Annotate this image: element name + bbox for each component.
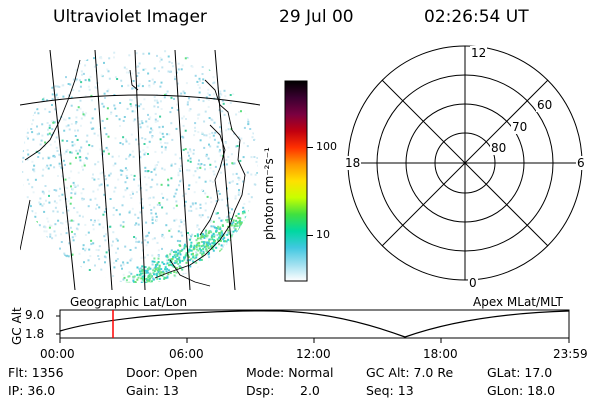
xtick-1800: 18:00 [423,347,458,361]
dsp-label: Dsp: [246,383,275,398]
date-label: 29 Jul 00 [279,7,354,27]
orbit-ylabel: GC Alt [10,307,24,345]
polar-grid [347,45,583,281]
colorbar-tick-100: 100 [316,140,337,153]
lat-label-60: 60 [536,98,554,112]
time-label: 02:26:54 UT [424,7,529,27]
xtick-0000: 00:00 [40,347,75,361]
geo-latitude: GLat: 17.0 [487,365,553,380]
ytick-9-0: 9.0 [25,308,45,322]
mlt-label-0: 0 [468,276,478,290]
map-projection-label: Geographic Lat/Lon [70,295,188,309]
polar-projection-label: Apex MLat/MLT [473,295,563,309]
xtick-2359: 23:59 [553,347,588,361]
mode-value: Mode: Normal [246,365,334,380]
gc-altitude: GC Alt: 7.0 Re [366,365,454,380]
xtick-0600: 06:00 [169,347,204,361]
ytick-1-8: 1.8 [25,327,45,341]
altitude-curve [59,310,570,338]
uv-image-map [20,50,260,290]
xtick-1200: 12:00 [296,347,331,361]
sequence-number: Seq: 13 [366,383,414,398]
mlt-label-18: 18 [344,156,362,170]
lat-label-70: 70 [511,120,529,134]
dsp-value: 2.0 [300,383,320,398]
mlt-label-6: 6 [576,156,586,170]
gain-value: Gain: 13 [126,383,179,398]
color-scale-bar [284,80,308,282]
colorbar-unit-label: photon cm⁻²s⁻¹ [262,147,276,240]
coastline-outline [20,59,246,287]
ip-value: IP: 36.0 [8,383,56,398]
instrument-title: Ultraviolet Imager [53,7,207,27]
flight-number: Flt: 1356 [8,365,64,380]
orbit-altitude-plot [56,309,570,343]
lat-label-80: 80 [490,141,508,155]
door-status: Door: Open [126,365,198,380]
colorbar-tick-10: 10 [316,228,330,241]
lat-lon-grid [20,50,260,290]
geo-longitude: GLon: 18.0 [487,383,556,398]
auroral-band [121,210,258,283]
mlt-label-12: 12 [470,46,488,60]
